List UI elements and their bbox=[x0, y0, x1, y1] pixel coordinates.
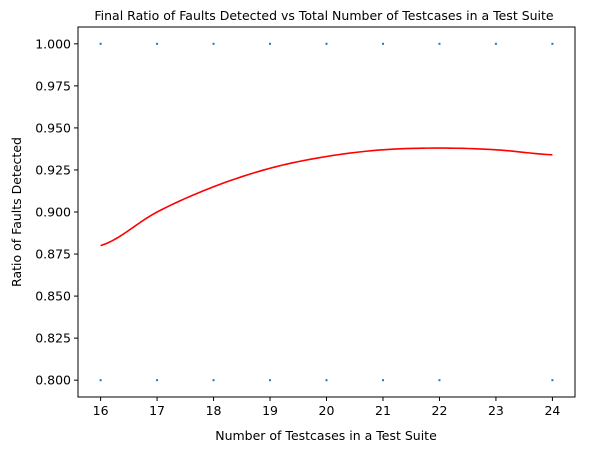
plot-frame bbox=[77, 26, 576, 398]
data-point bbox=[551, 379, 554, 382]
y-tick-label: 0.900 bbox=[35, 205, 71, 220]
x-tick-label: 20 bbox=[319, 403, 335, 418]
chart-title: Final Ratio of Faults Detected vs Total … bbox=[94, 8, 554, 23]
x-axis-label: Number of Testcases in a Test Suite bbox=[215, 428, 437, 443]
y-tick-label: 0.975 bbox=[35, 78, 71, 93]
data-point bbox=[381, 379, 384, 382]
y-tick-label: 1.000 bbox=[35, 36, 71, 51]
x-tick-label: 24 bbox=[544, 403, 560, 418]
data-point bbox=[551, 42, 554, 45]
plot-area bbox=[99, 42, 554, 382]
data-point bbox=[269, 42, 272, 45]
data-point bbox=[438, 42, 441, 45]
y-tick-label: 0.825 bbox=[35, 331, 71, 346]
x-tick-label: 22 bbox=[432, 403, 448, 418]
data-point bbox=[325, 42, 328, 45]
y-tick-label: 0.800 bbox=[35, 373, 71, 388]
fit-curve bbox=[100, 147, 553, 247]
data-point bbox=[381, 42, 384, 45]
y-tick-label: 0.875 bbox=[35, 247, 71, 262]
y-tick-label: 0.925 bbox=[35, 162, 71, 177]
x-axis: 16 17 18 19 20 21 22 23 24 bbox=[93, 397, 560, 418]
x-tick-label: 16 bbox=[93, 403, 109, 418]
data-point bbox=[494, 42, 497, 45]
data-point bbox=[269, 379, 272, 382]
data-point bbox=[325, 379, 328, 382]
x-tick-label: 23 bbox=[488, 403, 504, 418]
data-point bbox=[156, 379, 159, 382]
y-axis-label: Ratio of Faults Detected bbox=[9, 137, 24, 287]
y-tick-label: 0.850 bbox=[35, 289, 71, 304]
x-tick-label: 17 bbox=[149, 403, 165, 418]
data-point bbox=[212, 379, 215, 382]
data-point bbox=[212, 42, 215, 45]
y-tick-label: 0.950 bbox=[35, 120, 71, 135]
data-point bbox=[156, 42, 159, 45]
data-point bbox=[438, 379, 441, 382]
x-tick-label: 19 bbox=[262, 403, 278, 418]
y-axis: 0.800 0.825 0.850 0.875 0.900 0.925 0.950 0.975… bbox=[35, 36, 78, 388]
data-point bbox=[99, 379, 102, 382]
x-tick-label: 18 bbox=[206, 403, 222, 418]
data-point bbox=[99, 42, 102, 45]
x-tick-label: 21 bbox=[375, 403, 391, 418]
